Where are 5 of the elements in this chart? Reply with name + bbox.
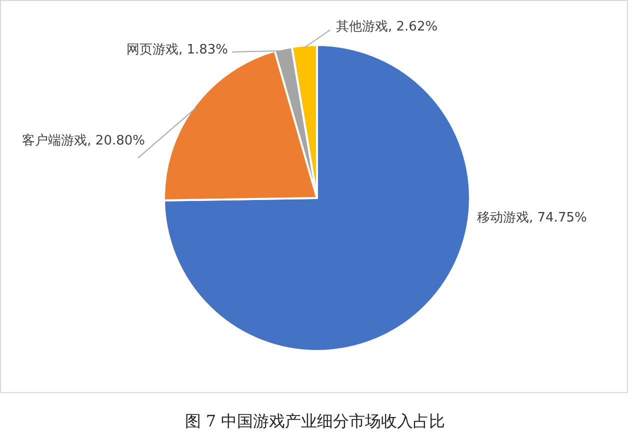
text: 图 7 中国游戏产业细分市场收入占比: [184, 412, 446, 430]
slice-label: 网页游戏, 1.83%: [126, 42, 228, 58]
slice-label: 客户端游戏, 20.80%: [22, 132, 145, 148]
slice-label: 移动游戏, 74.75%: [477, 210, 587, 226]
slice-label: 其他游戏, 2.62%: [336, 20, 438, 34]
